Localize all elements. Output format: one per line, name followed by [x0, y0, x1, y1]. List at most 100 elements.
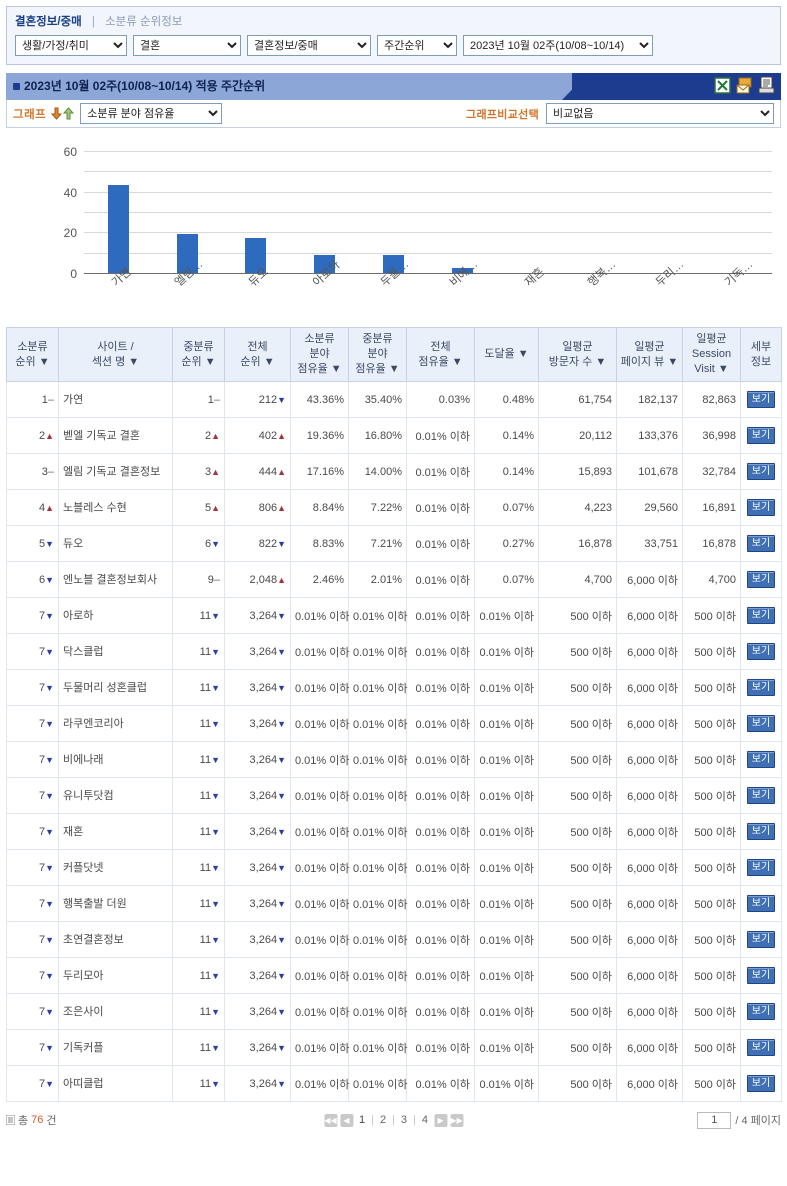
cell-site-name[interactable]: 듀오: [58, 525, 173, 562]
filter-category-mid[interactable]: 결혼: [133, 35, 241, 56]
cell-site-name[interactable]: 두물머리 성혼클럽: [58, 669, 173, 706]
table-row[interactable]: 7▼ 라쿠엔코리아 11▼ 3,264▼ 0.01% 이하 0.01% 이하 0.01% 이…: [6, 705, 782, 742]
email-icon[interactable]: [736, 76, 753, 95]
cell-site-name[interactable]: 비에나래: [58, 741, 173, 778]
table-header-cell-10[interactable]: 일평균 Session Visit ▼: [682, 327, 741, 382]
cell-site-name[interactable]: 행복출발 더원: [58, 885, 173, 922]
view-detail-button[interactable]: 보기: [746, 535, 776, 552]
view-detail-button[interactable]: 보기: [746, 967, 776, 984]
cell-site-name[interactable]: 조은사이: [58, 993, 173, 1030]
table-row[interactable]: 7▼ 두리모아 11▼ 3,264▼ 0.01% 이하 0.01% 이하 0.01% 이하 0…: [6, 957, 782, 994]
table-row[interactable]: 3– 엘림 기독교 결혼정보 3▲ 444▲ 17.16% 14.00% 0.01% 이하 0…: [6, 453, 782, 490]
arrow-up-icon[interactable]: [63, 107, 75, 120]
table-header-cell-2[interactable]: 중분류 순위 ▼: [172, 327, 225, 382]
page-link-1[interactable]: 1: [358, 1114, 366, 1126]
table-row[interactable]: 7▼ 초연결혼정보 11▼ 3,264▼ 0.01% 이하 0.01% 이하 0.01% 이…: [6, 921, 782, 958]
cell-site-name[interactable]: 커플닷넷: [58, 849, 173, 886]
table-row[interactable]: 7▼ 아띠클럽 11▼ 3,264▼ 0.01% 이하 0.01% 이하 0.01% 이하 0…: [6, 1065, 782, 1102]
prev-page-button[interactable]: ◀: [339, 1113, 353, 1127]
table-header-cell-6[interactable]: 전체 점유율 ▼: [406, 327, 475, 382]
chart-bar[interactable]: [107, 184, 129, 273]
view-detail-button[interactable]: 보기: [746, 895, 776, 912]
last-page-button[interactable]: ▶▶: [450, 1113, 464, 1127]
excel-icon[interactable]: [714, 76, 731, 95]
table-header-cell-4[interactable]: 소분류 분야 점유율 ▼: [290, 327, 349, 382]
cell-site-name[interactable]: 라쿠엔코리아: [58, 705, 173, 742]
view-detail-button[interactable]: 보기: [746, 931, 776, 948]
chart-y-tick: 0: [70, 267, 77, 281]
view-detail-button[interactable]: 보기: [746, 607, 776, 624]
cell-site-name[interactable]: 아띠클럽: [58, 1065, 173, 1102]
view-detail-button[interactable]: 보기: [746, 643, 776, 660]
cell-site-name[interactable]: 노블레스 수현: [58, 489, 173, 526]
cell-site-name[interactable]: 엘림 기독교 결혼정보: [58, 453, 173, 490]
filter-period-value[interactable]: 2023년 10월 02주(10/08~10/14): [463, 35, 653, 56]
table-row[interactable]: 7▼ 유니투닷컴 11▼ 3,264▼ 0.01% 이하 0.01% 이하 0.01% 이하…: [6, 777, 782, 814]
table-row[interactable]: 7▼ 행복출발 더원 11▼ 3,264▼ 0.01% 이하 0.01% 이하 0.01% …: [6, 885, 782, 922]
view-detail-button[interactable]: 보기: [746, 823, 776, 840]
page-link-2[interactable]: 2: [379, 1114, 387, 1126]
table-header-cell-5[interactable]: 중분류 분야 점유율 ▼: [348, 327, 407, 382]
chart-bar[interactable]: [176, 233, 198, 273]
table-row[interactable]: 7▼ 닥스클럽 11▼ 3,264▼ 0.01% 이하 0.01% 이하 0.01% 이하 0…: [6, 633, 782, 670]
cell-site-name[interactable]: 유니투닷컴: [58, 777, 173, 814]
table-header-cell-11[interactable]: 세부 정보: [740, 327, 782, 382]
graph-metric-select[interactable]: 소분류 분야 점유율: [80, 103, 223, 124]
cell-site-name[interactable]: 벧엘 기독교 결혼: [58, 417, 173, 454]
filter-period-type[interactable]: 주간순위: [377, 35, 457, 56]
view-detail-button[interactable]: 보기: [746, 679, 776, 696]
page-number-input[interactable]: [697, 1111, 732, 1129]
view-detail-button[interactable]: 보기: [746, 427, 776, 444]
table-row[interactable]: 7▼ 커플닷넷 11▼ 3,264▼ 0.01% 이하 0.01% 이하 0.01% 이하 0…: [6, 849, 782, 886]
view-detail-button[interactable]: 보기: [746, 499, 776, 516]
graph-compare-select[interactable]: 비교없음: [546, 103, 774, 124]
cell-site-name[interactable]: 아로하: [58, 597, 173, 634]
table-row[interactable]: 7▼ 재혼 11▼ 3,264▼ 0.01% 이하 0.01% 이하 0.01% 이하 0.0…: [6, 813, 782, 850]
view-detail-button[interactable]: 보기: [746, 1003, 776, 1020]
table-header-cell-8[interactable]: 일평균 방문자 수 ▼: [538, 327, 617, 382]
table-row[interactable]: 5▼ 듀오 6▼ 822▼ 8.83% 7.21% 0.01% 이하 0.27% 16,878 3…: [6, 525, 782, 562]
table-header-cell-7[interactable]: 도달율 ▼: [474, 327, 539, 382]
table-header-cell-1[interactable]: 사이트 / 섹션 명 ▼: [58, 327, 173, 382]
next-page-button[interactable]: ▶: [434, 1113, 448, 1127]
chart-bar[interactable]: [314, 255, 336, 273]
first-page-button[interactable]: ◀◀: [323, 1113, 337, 1127]
view-detail-button[interactable]: 보기: [746, 751, 776, 768]
view-detail-button[interactable]: 보기: [746, 715, 776, 732]
table-header-cell-3[interactable]: 전체 순위 ▼: [224, 327, 291, 382]
cell-site-name[interactable]: 닥스클럽: [58, 633, 173, 670]
table-row[interactable]: 7▼ 기독커플 11▼ 3,264▼ 0.01% 이하 0.01% 이하 0.01% 이하 0…: [6, 1029, 782, 1066]
cell-site-name[interactable]: 두리모아: [58, 957, 173, 994]
view-detail-button[interactable]: 보기: [746, 571, 776, 588]
page-link-4[interactable]: 4: [421, 1114, 429, 1126]
view-detail-button[interactable]: 보기: [746, 1075, 776, 1092]
arrow-down-icon[interactable]: [51, 107, 63, 120]
table-row[interactable]: 7▼ 조은사이 11▼ 3,264▼ 0.01% 이하 0.01% 이하 0.01% 이하 0…: [6, 993, 782, 1030]
view-detail-button[interactable]: 보기: [746, 463, 776, 480]
print-icon[interactable]: [758, 76, 775, 95]
cell-site-name[interactable]: 재혼: [58, 813, 173, 850]
cell-site-name[interactable]: 초연결혼정보: [58, 921, 173, 958]
cell-site-name[interactable]: 기독커플: [58, 1029, 173, 1066]
filter-category-small[interactable]: 결혼정보/중매: [247, 35, 371, 56]
chart-bar[interactable]: [383, 255, 405, 273]
view-detail-button[interactable]: 보기: [746, 859, 776, 876]
table-header-cell-9[interactable]: 일평균 페이지 뷰 ▼: [616, 327, 683, 382]
cell-site-name[interactable]: 가연: [58, 381, 173, 418]
table-row[interactable]: 2▲ 벧엘 기독교 결혼 2▲ 402▲ 19.36% 16.80% 0.01% 이하 0.1…: [6, 417, 782, 454]
table-header-cell-0[interactable]: 소분류 순위 ▼: [6, 327, 59, 382]
table-row[interactable]: 6▼ 엔노블 결혼정보회사 9– 2,048▲ 2.46% 2.01% 0.01% 이하 0.…: [6, 561, 782, 598]
table-row[interactable]: 1– 가연 1– 212▼ 43.36% 35.40% 0.03% 0.48% 61,754 18…: [6, 381, 782, 418]
chart-bar[interactable]: [451, 268, 473, 273]
table-row[interactable]: 7▼ 비에나래 11▼ 3,264▼ 0.01% 이하 0.01% 이하 0.01% 이하 0…: [6, 741, 782, 778]
table-row[interactable]: 7▼ 아로하 11▼ 3,264▼ 0.01% 이하 0.01% 이하 0.01% 이하 0.…: [6, 597, 782, 634]
table-row[interactable]: 4▲ 노블레스 수현 5▲ 806▲ 8.84% 7.22% 0.01% 이하 0.07% 4,…: [6, 489, 782, 526]
view-detail-button[interactable]: 보기: [746, 787, 776, 804]
cell-site-name[interactable]: 엔노블 결혼정보회사: [58, 561, 173, 598]
filter-category-large[interactable]: 생활/가정/취미: [15, 35, 127, 56]
view-detail-button[interactable]: 보기: [746, 391, 776, 408]
table-row[interactable]: 7▼ 두물머리 성혼클럽 11▼ 3,264▼ 0.01% 이하 0.01% 이하 0.01…: [6, 669, 782, 706]
view-detail-button[interactable]: 보기: [746, 1039, 776, 1056]
page-link-3[interactable]: 3: [400, 1114, 408, 1126]
chart-bar[interactable]: [245, 238, 267, 273]
